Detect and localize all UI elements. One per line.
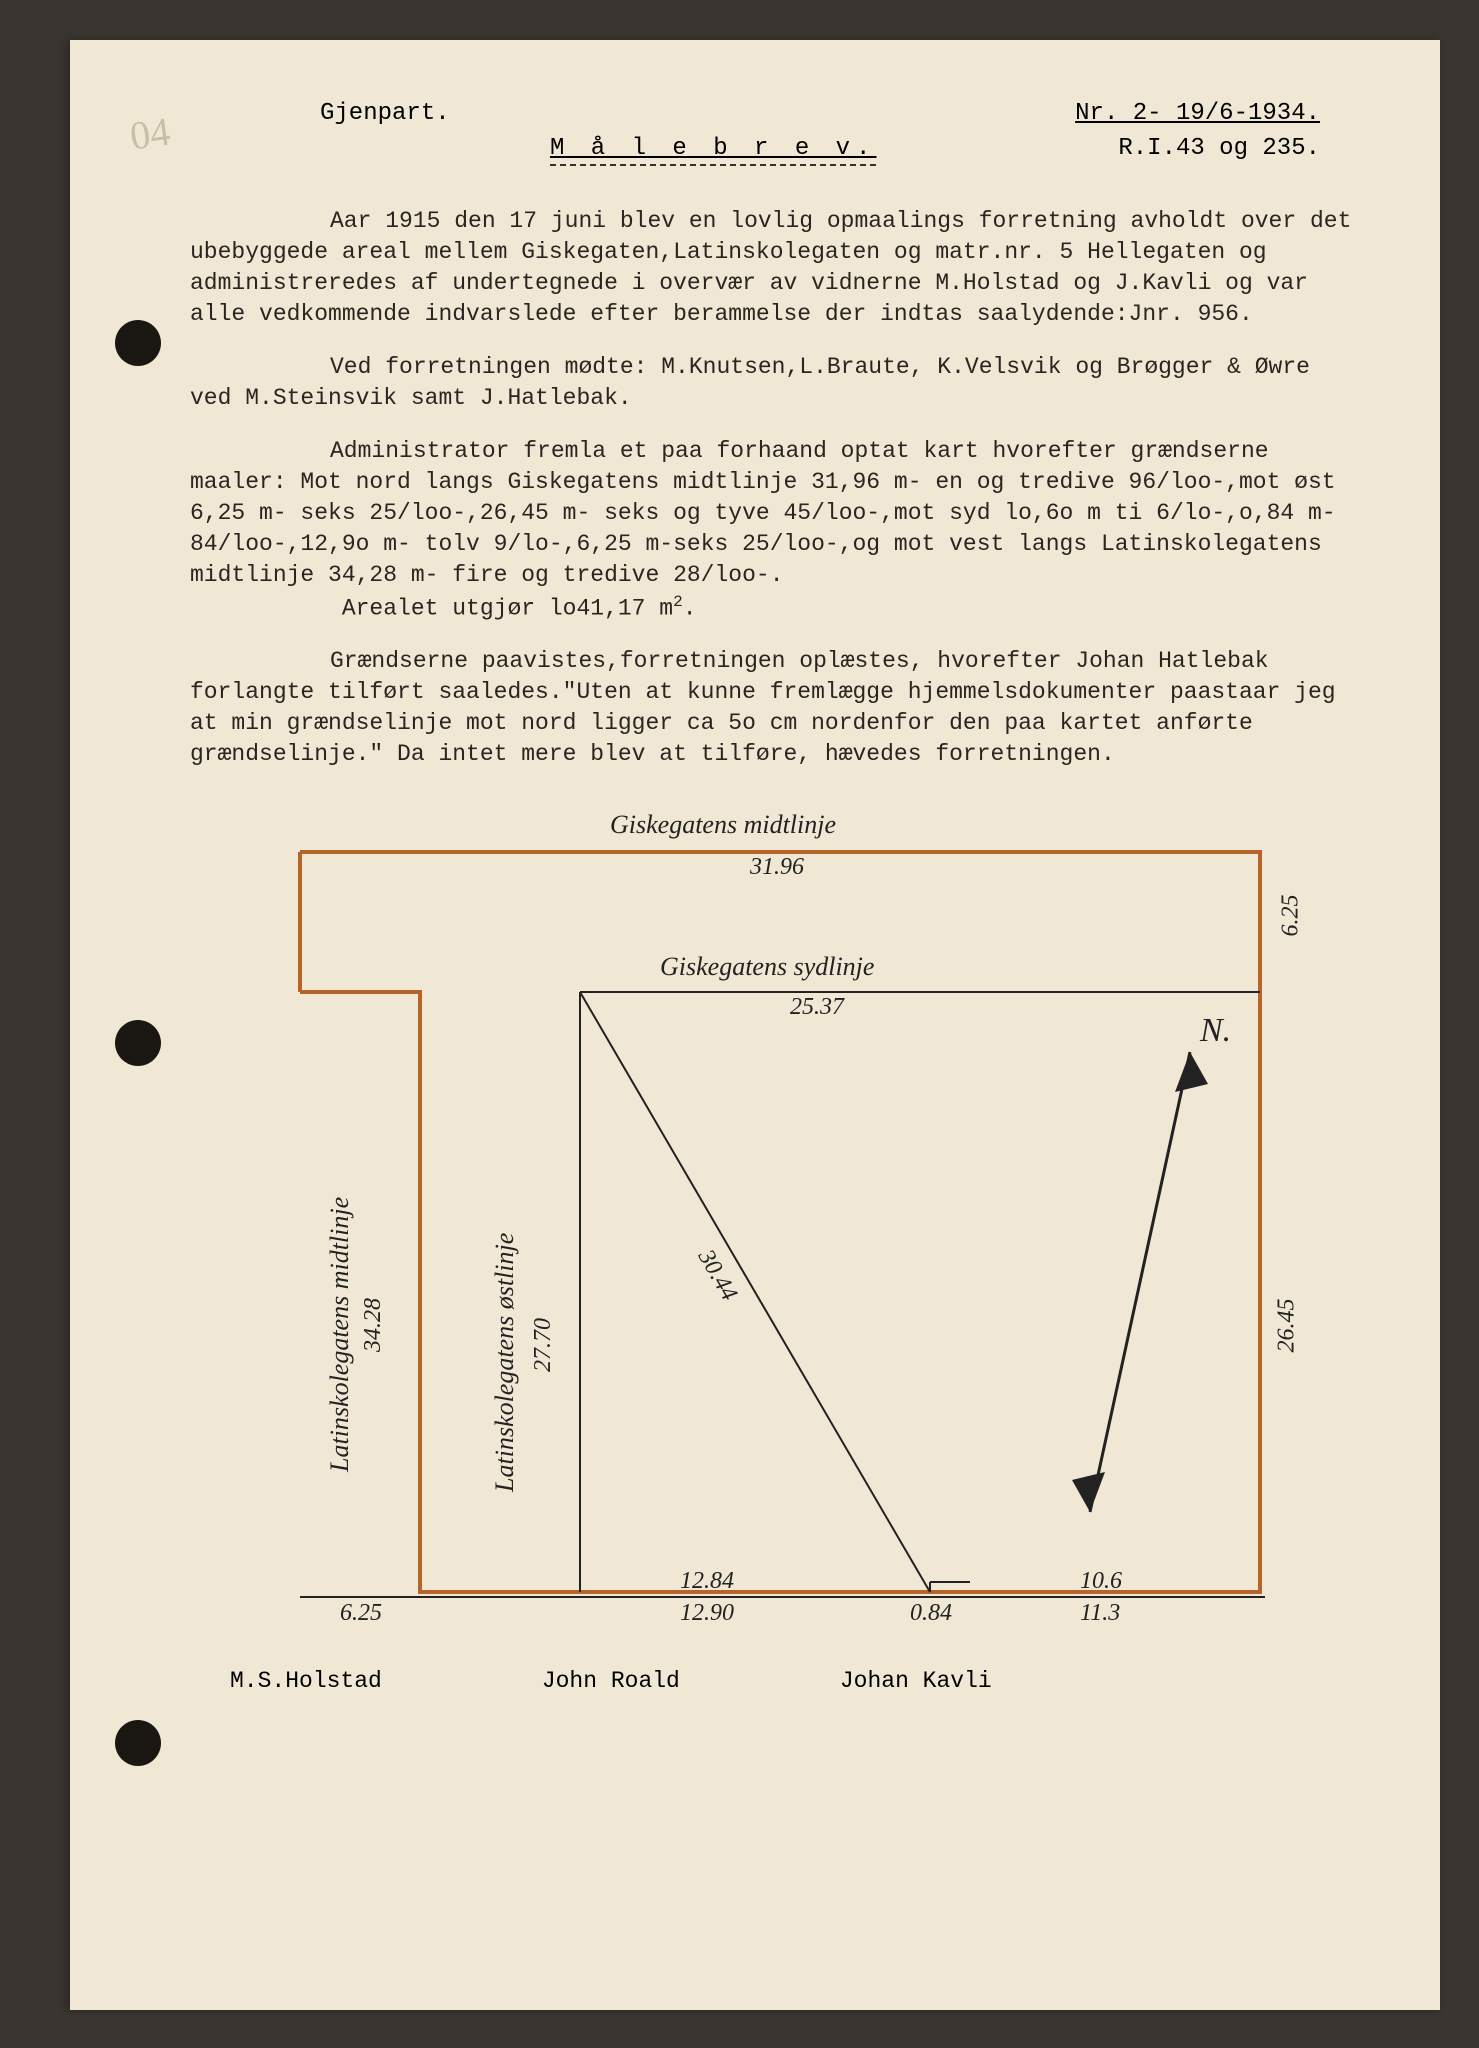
area-end: . xyxy=(683,595,697,621)
signature-2: John Roald xyxy=(542,1668,680,1694)
reference-code: R.I.43 og 235. xyxy=(1118,135,1320,166)
north-arrow-shaft xyxy=(1090,1052,1190,1512)
bottom-1284: 12.84 xyxy=(680,1568,734,1595)
bottom-113: 11.3 xyxy=(1080,1600,1120,1627)
punch-hole xyxy=(115,1020,161,1066)
latin-midt-label: Latinskolegatens midtlinje xyxy=(325,1197,355,1472)
area-sup: 2 xyxy=(673,593,683,611)
gjenpart-label: Gjenpart. xyxy=(320,100,450,127)
latin-ost-label: Latinskolegatens østlinje xyxy=(490,1233,520,1492)
paragraph-3: Administrator fremla et paa forhaand opt… xyxy=(190,436,1360,624)
giske-syd-value: 25.37 xyxy=(790,994,844,1021)
signature-3: Johan Kavli xyxy=(840,1668,992,1694)
bottom-106: 10.6 xyxy=(1080,1568,1122,1595)
bottom-084: 0.84 xyxy=(910,1600,952,1627)
diagram-svg xyxy=(210,792,1330,1662)
bottom-1290: 12.90 xyxy=(680,1600,734,1627)
punch-hole xyxy=(115,320,161,366)
giske-midt-value: 31.96 xyxy=(750,854,804,881)
bottom-625: 6.25 xyxy=(340,1600,382,1627)
east-625: 6.25 xyxy=(1278,895,1305,937)
north-label: N. xyxy=(1200,1012,1231,1050)
p3-text: Administrator fremla et paa forhaand opt… xyxy=(190,438,1336,588)
north-arrow-tail xyxy=(1072,1472,1105,1512)
document-title: M å l e b r e v. xyxy=(550,135,876,166)
survey-diagram: Giskegatens midtlinje 31.96 Giskegatens … xyxy=(210,792,1330,1662)
east-2645: 26.45 xyxy=(1274,1299,1301,1353)
paragraph-2: Ved forretningen mødte: M.Knutsen,L.Brau… xyxy=(190,352,1360,414)
latin-ost-value: 27.70 xyxy=(530,1318,557,1372)
punch-hole xyxy=(115,1720,161,1766)
signature-1: M.S.Holstad xyxy=(230,1668,382,1694)
giske-midt-label: Giskegatens midtlinje xyxy=(610,810,836,840)
paragraph-4: Grændserne paavistes,forretningen oplæst… xyxy=(190,646,1360,770)
paragraph-1: Aar 1915 den 17 juni blev en lovlig opma… xyxy=(190,206,1360,330)
header-row: Gjenpart. Nr. 2- 19/6-1934. xyxy=(190,100,1360,127)
diagonal-line xyxy=(580,992,930,1592)
document-number: Nr. 2- 19/6-1934. xyxy=(1075,100,1320,127)
document-page: 04 Gjenpart. Nr. 2- 19/6-1934. M å l e b… xyxy=(70,40,1440,2010)
giske-syd-label: Giskegatens sydlinje xyxy=(660,952,874,982)
signatures-row: M.S.Holstad John Roald Johan Kavli xyxy=(190,1668,1360,1694)
north-arrow-head xyxy=(1175,1052,1208,1092)
area-text: Arealet utgjør lo41,17 m xyxy=(342,595,673,621)
title-row: M å l e b r e v. R.I.43 og 235. xyxy=(190,135,1360,166)
latin-midt-value: 34.28 xyxy=(360,1298,387,1352)
margin-note: 04 xyxy=(127,107,173,159)
